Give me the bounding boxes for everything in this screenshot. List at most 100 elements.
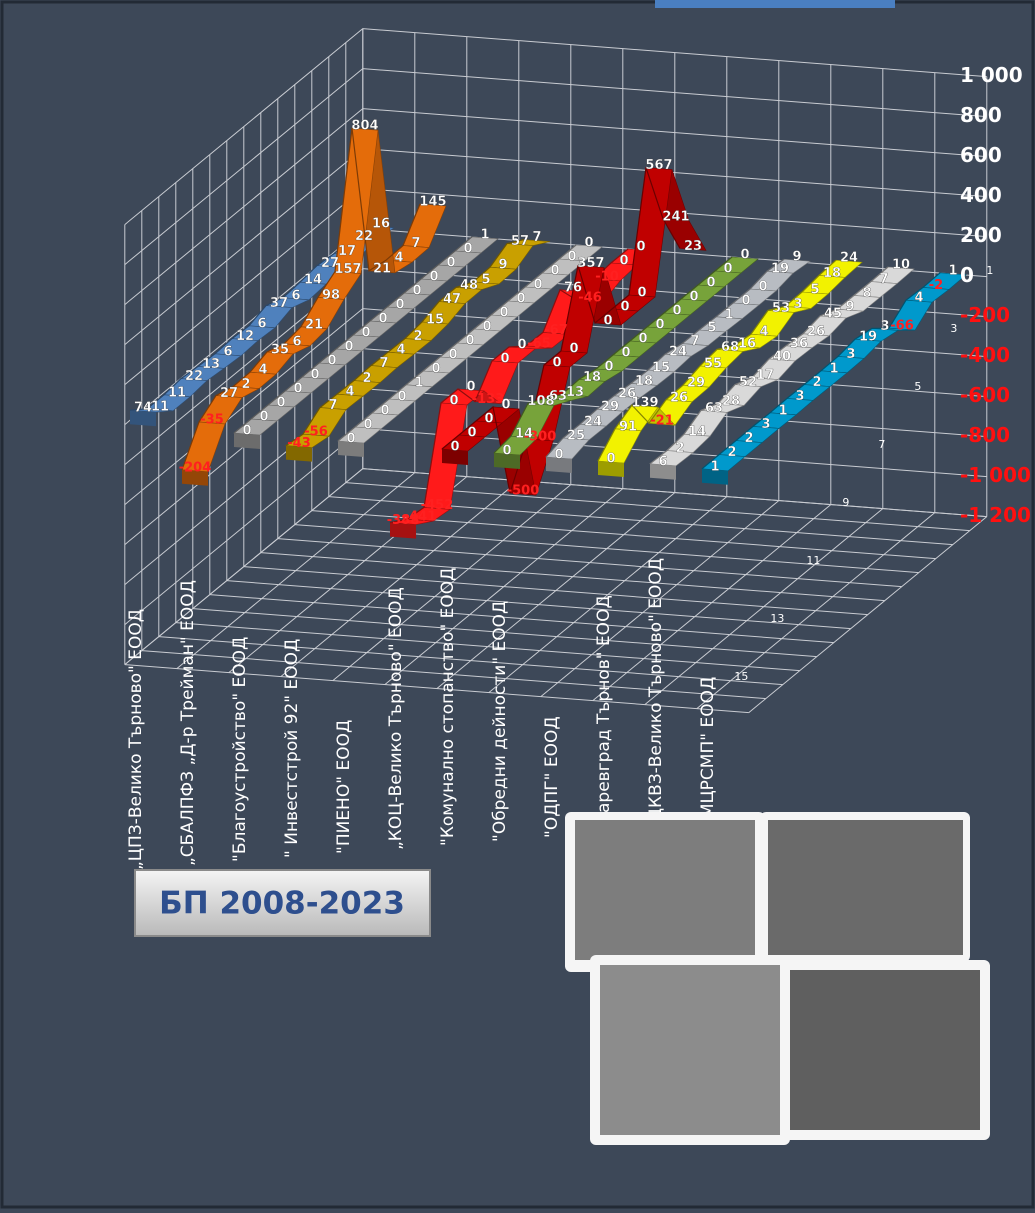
series-label: "Обредни дейности" ЕООД <box>490 601 510 842</box>
ribbon-end <box>702 468 728 485</box>
data-label: 0 <box>466 380 475 395</box>
data-label: 21 <box>305 317 323 332</box>
data-label: 18 <box>583 370 601 385</box>
data-label: 0 <box>619 254 628 269</box>
floor-line <box>209 594 834 644</box>
ribbon-edge <box>129 225 369 411</box>
data-label: 0 <box>465 334 474 349</box>
data-label: 1 <box>724 307 733 322</box>
data-label: 0 <box>758 280 767 295</box>
data-label: -56 <box>304 425 328 440</box>
data-label: 68 <box>721 340 739 355</box>
data-label: 0 <box>550 264 559 279</box>
data-label: 91 <box>619 419 637 434</box>
y-tick-label: 1 000 <box>960 63 1023 87</box>
data-label: 37 <box>270 296 288 311</box>
photo <box>600 965 780 1135</box>
ribbon-edge <box>441 167 681 494</box>
data-label: 10 <box>892 258 910 273</box>
data-label: 157 <box>334 262 361 277</box>
data-label: 0 <box>584 236 593 251</box>
ribbon-end <box>286 445 312 462</box>
ribbon-end <box>182 469 208 486</box>
data-label: 0 <box>310 368 319 383</box>
floor-line <box>260 552 885 602</box>
data-label: 0 <box>429 270 438 285</box>
data-label: 0 <box>344 340 353 355</box>
data-label: -2 <box>929 278 943 293</box>
data-label: 0 <box>552 356 561 371</box>
data-label: 0 <box>723 262 732 277</box>
y-tick-label: -400 <box>960 343 1010 367</box>
y-tick-label: -800 <box>960 423 1010 447</box>
data-label: 0 <box>395 298 404 313</box>
ribbon-edge <box>233 236 473 434</box>
data-label: -500 <box>507 484 540 499</box>
data-label: 139 <box>631 396 658 411</box>
photo <box>575 820 755 960</box>
data-label: 74 <box>134 401 152 416</box>
photo <box>790 970 980 1130</box>
data-label: 2 <box>812 375 821 390</box>
ribbon-end <box>442 449 468 465</box>
data-label: 7 <box>411 236 420 251</box>
floor-line <box>192 608 817 658</box>
data-label: 0 <box>378 312 387 327</box>
grid-line <box>124 468 987 665</box>
button-label[interactable]: БП 2008-2023 <box>159 886 405 922</box>
data-label: 6 <box>658 454 667 469</box>
data-label: -65 <box>527 337 551 352</box>
data-label: -441 <box>404 510 437 525</box>
data-label: 3 <box>880 319 889 334</box>
data-label: 5 <box>810 283 819 298</box>
data-label: 0 <box>569 342 578 357</box>
data-label: 0 <box>689 290 698 305</box>
depth-tick-label: 1 <box>986 264 993 277</box>
data-label: 2 <box>675 441 684 456</box>
data-label: 0 <box>706 276 715 291</box>
y-tick-label: -200 <box>960 303 1010 327</box>
floor-line <box>243 566 868 616</box>
series-label: „ЦКВЗ-Велико Търново" ЕООД <box>646 558 666 830</box>
data-label: 23 <box>684 239 702 254</box>
series-label: „ЦПЗ-Велико Търново" ЕООД <box>126 609 146 870</box>
data-label: 804 <box>351 119 378 134</box>
data-label: 7 <box>532 230 541 245</box>
data-label: 3 <box>793 297 802 312</box>
data-label: 0 <box>741 294 750 309</box>
ribbons <box>129 127 967 539</box>
data-label: 2 <box>241 377 250 392</box>
data-label: 25 <box>567 429 585 444</box>
series-label: "ПИЕНО" ЕООД <box>334 720 354 854</box>
data-label: 1 <box>778 403 787 418</box>
data-label: 0 <box>449 394 458 409</box>
grid-line <box>124 108 987 305</box>
data-label: 57 <box>511 234 529 249</box>
data-label: 55 <box>704 357 722 372</box>
data-label: 13 <box>566 385 584 400</box>
y-tick-label: -1 200 <box>960 503 1031 527</box>
data-label: 0 <box>606 452 615 467</box>
y-tick-label: 800 <box>960 103 1002 127</box>
y-tick-label: -600 <box>960 383 1010 407</box>
data-label: 0 <box>467 426 476 441</box>
data-label: 0 <box>259 410 268 425</box>
data-label: -10 <box>595 270 619 285</box>
data-label: 3 <box>846 347 855 362</box>
data-label: 19 <box>771 262 789 277</box>
data-label: 0 <box>637 286 646 301</box>
button[interactable]: БП 2008-2023 <box>134 869 431 937</box>
data-label: 14 <box>304 273 322 288</box>
data-label: 108 <box>527 394 554 409</box>
ribbon-edge <box>649 266 889 465</box>
button-box[interactable] <box>134 869 431 937</box>
data-label: 7 <box>879 272 888 287</box>
data-label: 16 <box>738 336 756 351</box>
ribbon-end <box>546 457 572 473</box>
data-label: 1 <box>480 227 489 242</box>
data-label: 18 <box>635 374 653 389</box>
ribbon-edge <box>701 272 941 470</box>
photo <box>768 820 963 955</box>
series-label: " Инвестстрой 92" ЕООД <box>282 639 302 858</box>
ribbon-end <box>338 441 364 457</box>
